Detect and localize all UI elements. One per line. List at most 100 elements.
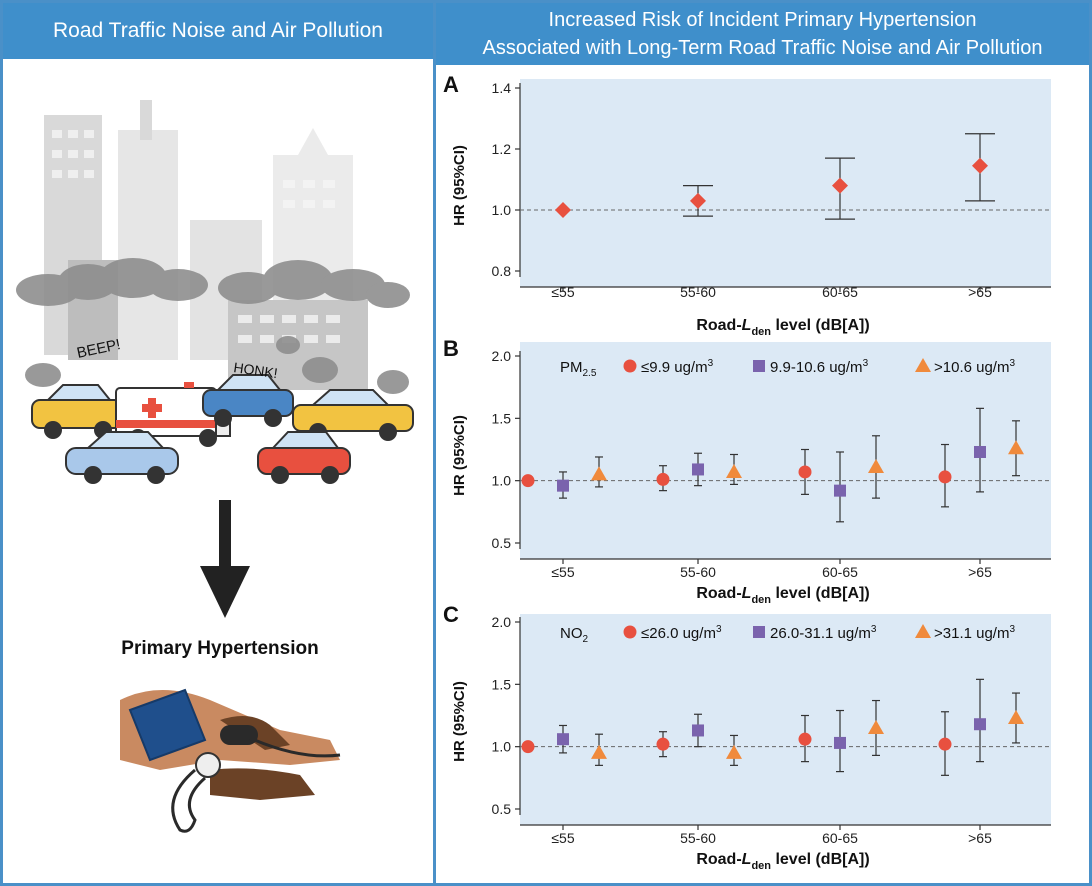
chart-panel-c: 0.5 1.0 1.5 2.0 HR (95%CI) ≤55 55-60 60-65 >65 Ro…: [451, 614, 1051, 872]
data-point: [798, 732, 812, 746]
data-point: [521, 474, 535, 488]
data-point: [868, 719, 884, 734]
y-tick-label: 1.5: [492, 410, 512, 426]
down-arrow-icon: [200, 500, 250, 618]
data-point: [656, 737, 670, 751]
data-point: [726, 463, 742, 478]
legend-label: >10.6 ug/m3: [934, 358, 1015, 376]
data-point: [555, 202, 571, 218]
honk-text: HONK!: [233, 359, 279, 381]
series-2: [591, 420, 1024, 499]
data-point: [798, 465, 812, 479]
x-tick-label: 55-60: [680, 564, 716, 580]
x-tick-label: 60-65: [822, 564, 858, 580]
x-tick-label: ≤55: [551, 564, 574, 580]
legend-label: ≤26.0 ug/m3: [641, 624, 722, 642]
y-tick-label: 1.0: [492, 202, 512, 218]
right-panel-header: Increased Risk of Incident Primary Hyper…: [436, 3, 1089, 65]
chart-panel-a: 0.8 1.0 1.2 1.4 HR (95%CI) ≤55 55-60 60-65 >65 Ro…: [451, 79, 1051, 336]
data-point: [591, 744, 607, 759]
y-tick-label: 1.5: [492, 676, 512, 692]
data-point: [656, 472, 670, 486]
y-tick-label: 1.0: [492, 473, 512, 489]
y-tick-label: 0.5: [492, 535, 512, 551]
panel-letter-c: C: [443, 602, 459, 627]
red-car: [257, 431, 351, 484]
chart-panel-b: 0.5 1.0 1.5 2.0 HR (95%CI) ≤55 55-60 60-65 >65 Ro…: [451, 342, 1051, 606]
legend-label: >31.1 ug/m3: [934, 624, 1015, 642]
x-tick-label: ≤55: [551, 284, 574, 300]
data-point: [1008, 709, 1024, 724]
legend-marker: [623, 625, 637, 639]
series-1: [557, 678, 986, 773]
x-axis-label: Road-Lden level (dB[A]): [696, 851, 869, 872]
series-1: [557, 407, 986, 523]
y-axis-label: HR (95%CI): [451, 145, 468, 226]
data-point: [726, 744, 742, 759]
series-2: [591, 692, 1024, 766]
legend-marker: [623, 359, 637, 373]
legend-label: 26.0-31.1 ug/m3: [770, 624, 877, 642]
y-tick-label: 0.5: [492, 801, 512, 817]
blue-car-bottom: [65, 431, 179, 484]
data-point: [692, 463, 704, 476]
x-tick-label: 55-60: [680, 830, 716, 846]
x-axis-label: Road-Lden level (dB[A]): [696, 317, 869, 336]
data-point: [557, 733, 569, 746]
data-point: [868, 458, 884, 473]
x-tick-label: 55-60: [680, 284, 716, 300]
x-tick-label: 60-65: [822, 284, 858, 300]
data-point: [938, 470, 952, 484]
data-point: [972, 157, 988, 174]
data-point: [521, 740, 535, 754]
legend-title: PM2.5: [560, 359, 597, 379]
primary-hypertension-caption: Primary Hypertension: [121, 638, 319, 659]
y-tick-label: 1.0: [492, 739, 512, 755]
series-0: [521, 711, 952, 776]
legend-label: ≤9.9 ug/m3: [641, 358, 714, 376]
data-point: [690, 192, 706, 209]
data-point: [834, 736, 846, 749]
right-header-line1: Increased Risk of Incident Primary Hyper…: [548, 9, 977, 31]
data-point: [1008, 440, 1024, 455]
y-tick-label: 2.0: [492, 348, 512, 364]
panel-letter-b: B: [443, 336, 459, 361]
legend-marker: [753, 626, 765, 638]
plot-background: [520, 614, 1051, 825]
x-tick-label: >65: [968, 830, 992, 846]
legend-label: 9.9-10.6 ug/m3: [770, 358, 869, 376]
data-point: [832, 177, 848, 194]
right-header-line2: Associated with Long-Term Road Traffic N…: [482, 37, 1043, 59]
x-tick-label: >65: [968, 564, 992, 580]
legend-marker: [915, 358, 931, 372]
plot-background: [520, 79, 1051, 287]
data-point: [557, 479, 569, 492]
data-point: [974, 445, 986, 458]
blood-pressure-illustration: [120, 688, 341, 833]
left-panel-header: Road Traffic Noise and Air Pollution: [3, 3, 433, 59]
y-tick-label: 0.8: [492, 263, 512, 279]
x-tick-label: ≤55: [551, 830, 574, 846]
series-0: [555, 133, 995, 220]
data-point: [834, 484, 846, 497]
y-tick-label: 1.4: [492, 80, 512, 96]
panel-letter-a: A: [443, 72, 459, 97]
y-tick-label: 1.2: [492, 141, 512, 157]
y-axis-label: HR (95%CI): [451, 681, 468, 762]
legend-marker: [915, 624, 931, 638]
legend-title: NO2: [560, 625, 589, 645]
data-point: [974, 718, 986, 731]
plot-background: [520, 342, 1051, 559]
y-tick-label: 2.0: [492, 614, 512, 630]
smog-clouds: [16, 258, 410, 394]
taxi-left: [31, 384, 123, 439]
y-axis-label: HR (95%CI): [451, 415, 468, 496]
data-point: [692, 724, 704, 737]
x-axis-label: Road-Lden level (dB[A]): [696, 585, 869, 606]
x-tick-label: >65: [968, 284, 992, 300]
right-panel-frame: [433, 0, 1092, 886]
x-tick-label: 60-65: [822, 830, 858, 846]
blue-car-top: [202, 374, 294, 427]
legend-marker: [753, 360, 765, 372]
series-0: [521, 443, 952, 508]
